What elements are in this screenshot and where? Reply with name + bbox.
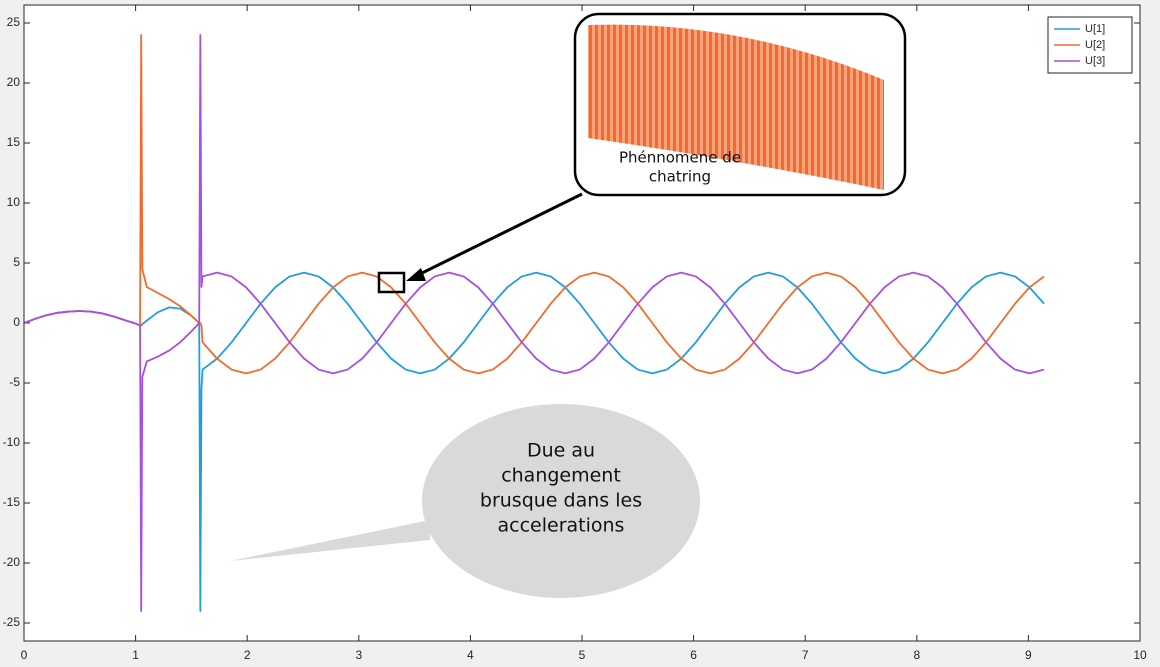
bubble xyxy=(422,404,700,598)
bubble-text: changement xyxy=(501,465,621,487)
bubble-text: Due au xyxy=(527,440,595,462)
series-line xyxy=(23,34,1045,612)
y-tick-label: 0 xyxy=(13,315,20,329)
y-tick-label: -5 xyxy=(9,375,20,389)
x-tick-label: 5 xyxy=(579,648,586,662)
y-tick-label: 15 xyxy=(7,135,21,149)
arrow xyxy=(415,192,583,278)
bubble-text: accelerations xyxy=(498,515,625,537)
zoom-marker xyxy=(377,271,406,294)
y-tick-label: -15 xyxy=(3,495,21,509)
y-tick-label: 5 xyxy=(13,255,20,269)
y-tick-label: 20 xyxy=(7,75,21,89)
x-tick-label: 7 xyxy=(802,648,809,662)
x-tick-label: 8 xyxy=(913,648,920,662)
callout-text: chatring xyxy=(649,168,711,186)
y-tick-label: 10 xyxy=(7,195,21,209)
y-tick-label: 25 xyxy=(7,15,21,29)
x-tick-label: 0 xyxy=(21,648,28,662)
axes-frame xyxy=(23,4,1141,642)
x-tick-label: 9 xyxy=(1025,648,1032,662)
y-tick-label: -20 xyxy=(3,555,21,569)
x-tick-label: 2 xyxy=(244,648,251,662)
y-tick-label: -10 xyxy=(3,435,21,449)
bubble-tail xyxy=(230,520,430,561)
legend-label: U[3] xyxy=(1085,55,1105,67)
callout-text: Phénnomene de xyxy=(619,149,741,167)
arrow-head xyxy=(406,268,426,281)
x-tick-label: 3 xyxy=(355,648,362,662)
x-tick-label: 10 xyxy=(1133,648,1147,662)
y-tick-label: -25 xyxy=(3,615,21,629)
x-tick-label: 6 xyxy=(690,648,697,662)
x-tick-label: 1 xyxy=(132,648,139,662)
bubble-text: brusque dans les xyxy=(480,490,642,512)
series-line xyxy=(23,34,1045,375)
series-line xyxy=(23,271,1045,612)
x-tick-label: 4 xyxy=(467,648,474,662)
legend-label: U[1] xyxy=(1085,23,1105,35)
chattering-zoom xyxy=(588,24,884,190)
legend-label: U[2] xyxy=(1085,39,1105,51)
